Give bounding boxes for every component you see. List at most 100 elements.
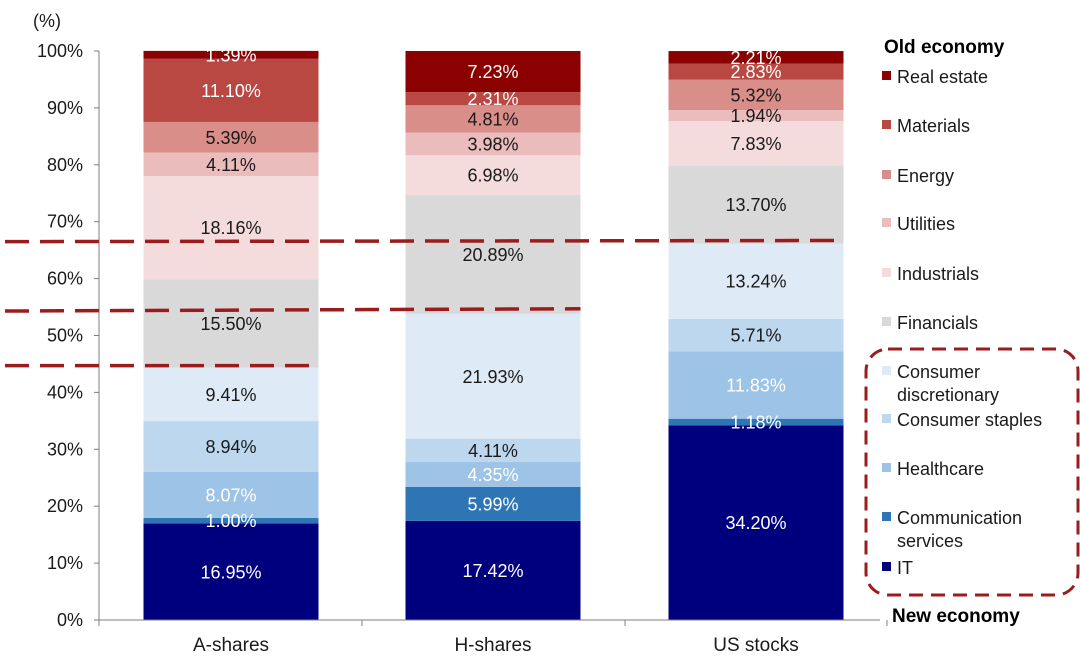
data-label: 20.89%: [462, 245, 523, 265]
legend-swatch: [882, 170, 891, 179]
legend-swatch: [882, 366, 891, 375]
legend-header-old-economy: Old economy: [884, 37, 1005, 58]
data-label: 4.81%: [467, 109, 518, 129]
legend-label: Energy: [897, 166, 954, 186]
data-label: 2.83%: [730, 62, 781, 82]
bar-segment-industrials: [143, 176, 319, 280]
bar-segment-communication-services: [143, 517, 319, 524]
dashed-threshold-line: [4, 307, 581, 313]
bar-segment-utilities: [405, 132, 581, 156]
legend-swatch: [882, 218, 891, 227]
y-tick-label: 90%: [47, 98, 83, 118]
x-tick-label: H-shares: [454, 635, 531, 656]
data-label: 7.83%: [730, 134, 781, 154]
bar-stack-us-stocks: 34.20% 1.18% 11.83% 5.71% 13.24% 13.70% 7.83% 1…: [668, 48, 844, 620]
legend-label: Industrials: [897, 264, 979, 284]
y-tick-label: 10%: [47, 553, 83, 573]
data-label: 4.35%: [467, 465, 518, 485]
data-label: 9.41%: [205, 385, 256, 405]
bar-segment-real-estate: [143, 50, 319, 59]
legend-label: Utilities: [897, 214, 955, 234]
legend-item: Consumer staples: [882, 410, 1042, 430]
bar-segment-communication-services: [405, 486, 581, 521]
data-label: 5.71%: [730, 326, 781, 346]
data-label: 16.95%: [200, 562, 261, 582]
bar-segment-industrials: [668, 121, 844, 166]
bar-stack-h-shares: 17.42% 5.99% 4.35% 4.11% 21.93% 20.89% 6.98% 3.…: [405, 51, 581, 620]
data-label: 13.70%: [725, 195, 786, 215]
data-label: 11.10%: [201, 81, 261, 101]
data-label: 2.31%: [467, 89, 518, 109]
y-axis-unit-label: (%): [33, 11, 61, 31]
data-label: 13.24%: [725, 272, 786, 292]
bar-segment-energy: [143, 121, 319, 153]
bar-segment-real-estate: [668, 51, 844, 64]
legend-label: Materials: [897, 116, 970, 136]
legend-swatch: [882, 268, 891, 277]
data-label: 17.42%: [462, 561, 523, 581]
data-label: 6.98%: [467, 166, 518, 186]
bar-segment-financials: [405, 195, 581, 314]
bar-segment-consumer-staples: [405, 438, 581, 463]
bar-segment-energy: [668, 79, 844, 111]
legend-label: Real estate: [897, 67, 988, 87]
bar-segment-healthcare: [405, 462, 581, 487]
legend-swatch: [882, 463, 891, 472]
x-axis: A-shares H-shares US stocks: [98, 619, 888, 656]
dashed-threshold-lines: [4, 238, 844, 368]
data-label: 1.18%: [730, 413, 781, 433]
y-tick-label: 30%: [47, 439, 83, 459]
y-tick-label: 100%: [37, 41, 83, 61]
bar-segment-materials: [405, 92, 581, 106]
data-label: 4.11%: [468, 441, 518, 461]
data-label: 1.39%: [205, 45, 256, 65]
legend-item: IT: [882, 558, 913, 578]
legend-item: Communication services: [882, 508, 1022, 551]
bar-segment-utilities: [143, 152, 319, 177]
bar-segment-healthcare: [668, 351, 844, 419]
bars: 16.95% 1.00% 8.07% 8.94% 9.41% 15.50% 18.16% 4.…: [143, 45, 844, 620]
x-tick-label: US stocks: [713, 635, 799, 656]
legend-header-new-economy: New economy: [892, 606, 1020, 627]
legend-label: IT: [897, 558, 913, 578]
x-tick-label: A-shares: [193, 635, 269, 656]
bar-segment-materials: [143, 58, 319, 122]
y-tick-label: 70%: [47, 212, 83, 232]
data-label: 34.20%: [725, 513, 786, 533]
legend-label: Consumer staples: [897, 410, 1042, 430]
bar-segment-utilities: [668, 110, 844, 122]
legend-item: Financials: [882, 313, 978, 333]
legend-item: Energy: [882, 166, 954, 186]
bar-segment-industrials: [405, 155, 581, 196]
bar-segment-financials: [143, 279, 319, 368]
bar-segment-it: [143, 523, 319, 620]
data-label: 8.07%: [205, 485, 256, 505]
bar-segment-materials: [668, 63, 844, 80]
legend-swatch: [882, 71, 891, 80]
legend-label: Healthcare: [897, 459, 984, 479]
legend-swatch: [882, 414, 891, 423]
y-tick-label: 0%: [57, 610, 83, 630]
y-tick-label: 50%: [47, 326, 83, 346]
data-label: 3.98%: [467, 134, 518, 154]
legend-item: Real estate: [882, 67, 988, 87]
bar-segment-consumer-discretionary: [668, 243, 844, 319]
y-tick-label: 40%: [47, 382, 83, 402]
bar-segment-consumer-discretionary: [405, 313, 581, 439]
legend-item: Industrials: [882, 264, 979, 284]
legend-swatch: [882, 512, 891, 521]
y-tick-label: 80%: [47, 155, 83, 175]
bar-segment-communication-services: [668, 418, 844, 426]
data-label: 7.23%: [467, 62, 518, 82]
data-label: 11.83%: [726, 376, 786, 396]
bar-segment-real-estate: [405, 51, 581, 93]
bar-segment-it: [668, 425, 844, 620]
bar-segment-consumer-staples: [143, 421, 319, 472]
y-axis: 0% 10% 20% 30% 40% 50% 60% 70% 80% 90% 100%: [37, 41, 100, 630]
data-label: 2.21%: [730, 48, 781, 68]
legend-swatch: [882, 120, 891, 129]
bar-segment-consumer-staples: [668, 318, 844, 352]
legend-label: Financials: [897, 313, 978, 333]
data-label: 5.99%: [467, 494, 518, 514]
